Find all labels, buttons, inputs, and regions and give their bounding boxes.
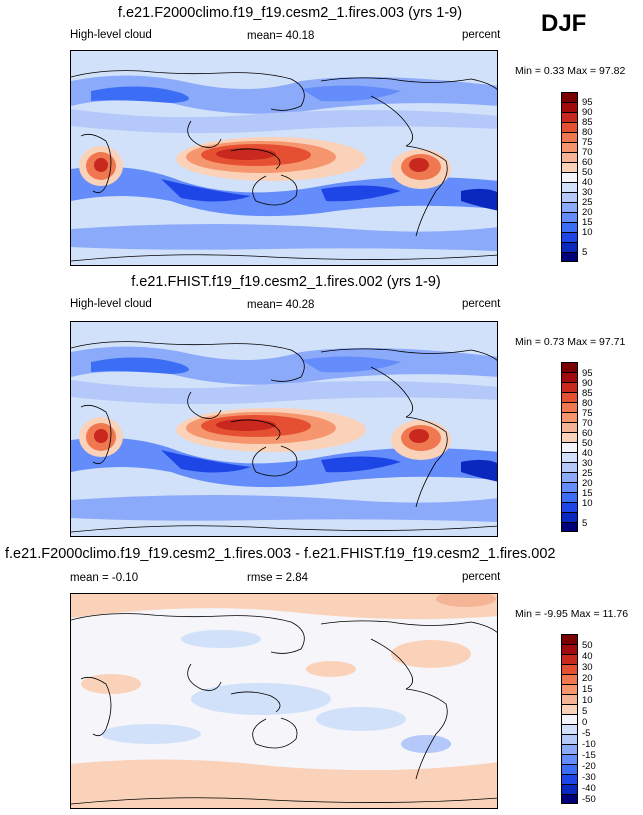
panel-1-units-label: percent bbox=[462, 29, 501, 41]
cbar-3-label: 50 bbox=[582, 640, 593, 651]
panel-3-map bbox=[70, 593, 498, 809]
panel-2-colorbar bbox=[561, 362, 578, 532]
cbar-2-label: 75 bbox=[582, 408, 593, 419]
panel-1-mean-label: mean= 40.18 bbox=[247, 30, 315, 42]
cbar-2-label: 30 bbox=[582, 458, 593, 469]
cbar-1-label: 25 bbox=[582, 197, 593, 208]
panel-2-map bbox=[70, 321, 498, 537]
cbar-3-label: 0 bbox=[582, 717, 588, 728]
cbar-1-label: 15 bbox=[582, 217, 593, 228]
panel-2-mean-label: mean= 40.28 bbox=[247, 299, 315, 311]
panel-1-map bbox=[70, 50, 498, 266]
cbar-3-label: -30 bbox=[582, 772, 596, 783]
panel-2-units-label: percent bbox=[462, 298, 501, 310]
panel-3-mean-label: mean = -0.10 bbox=[70, 572, 139, 584]
cbar-3-label: 10 bbox=[582, 695, 593, 706]
cbar-2-label: 90 bbox=[582, 378, 593, 389]
cbar-1-label: 70 bbox=[582, 147, 593, 158]
cbar-1-label: 95 bbox=[582, 97, 593, 108]
panel-1-variable-label: High-level cloud bbox=[70, 29, 152, 41]
panel-1-title: f.e21.F2000climo.f19_f19.cesm2_1.fires.0… bbox=[117, 5, 463, 21]
cbar-1-label: 10 bbox=[582, 227, 593, 238]
panel-3-minmax: Min = -9.95 Max = 11.76 bbox=[515, 608, 629, 620]
cbar-1-label: 90 bbox=[582, 107, 593, 118]
cbar-2-label: 50 bbox=[582, 438, 593, 449]
cbar-3-label: 20 bbox=[582, 673, 593, 684]
cbar-2-label: 70 bbox=[582, 418, 593, 429]
cbar-3-label: 15 bbox=[582, 684, 593, 695]
cbar-1-label: 40 bbox=[582, 177, 593, 188]
cbar-1-label: 60 bbox=[582, 157, 593, 168]
cbar-2-label: 95 bbox=[582, 368, 593, 379]
panel-2-title: f.e21.FHIST.f19_f19.cesm2_1.fires.002 (y… bbox=[131, 274, 441, 290]
cbar-1-label: 30 bbox=[582, 187, 593, 198]
cbar-2-label: 10 bbox=[582, 498, 593, 509]
cbar-3-label: -5 bbox=[582, 728, 591, 739]
cbar-3-label: 5 bbox=[582, 706, 588, 717]
panel-2-variable-label: High-level cloud bbox=[70, 298, 152, 310]
cbar-3-label: -20 bbox=[582, 761, 596, 772]
panel-3-units-label: percent bbox=[462, 571, 501, 583]
cbar-2-label: 5 bbox=[582, 518, 588, 529]
cbar-2-label: 25 bbox=[582, 468, 593, 479]
cbar-3-label: -50 bbox=[582, 794, 596, 805]
panel-3-rmse-label: rmse = 2.84 bbox=[247, 572, 309, 584]
cbar-2-label: 80 bbox=[582, 398, 593, 409]
panel-1-colorbar bbox=[561, 92, 578, 262]
cbar-3-label: -40 bbox=[582, 783, 596, 794]
cbar-2-label: 15 bbox=[582, 488, 593, 499]
cbar-1-label: 50 bbox=[582, 167, 593, 178]
cbar-1-label: 5 bbox=[582, 247, 588, 258]
cbar-2-label: 60 bbox=[582, 428, 593, 439]
cbar-1-label: 75 bbox=[582, 137, 593, 148]
cbar-3-label: 30 bbox=[582, 662, 593, 673]
cbar-1-label: 80 bbox=[582, 127, 593, 138]
cbar-3-label: 40 bbox=[582, 651, 593, 662]
season-label: DJF bbox=[541, 10, 587, 37]
panel-3-colorbar bbox=[561, 634, 578, 804]
cbar-1-label: 20 bbox=[582, 207, 593, 218]
cbar-2-label: 40 bbox=[582, 448, 593, 459]
cbar-2-label: 85 bbox=[582, 388, 593, 399]
cbar-1-label: 85 bbox=[582, 117, 593, 128]
cbar-3-label: -10 bbox=[582, 739, 596, 750]
panel-3-title: f.e21.F2000climo.f19_f19.cesm2_1.fires.0… bbox=[5, 546, 556, 562]
panel-2-minmax: Min = 0.73 Max = 97.71 bbox=[515, 336, 626, 348]
cbar-3-label: -15 bbox=[582, 750, 596, 761]
cbar-2-label: 20 bbox=[582, 478, 593, 489]
panel-1-minmax: Min = 0.33 Max = 97.82 bbox=[515, 65, 626, 77]
